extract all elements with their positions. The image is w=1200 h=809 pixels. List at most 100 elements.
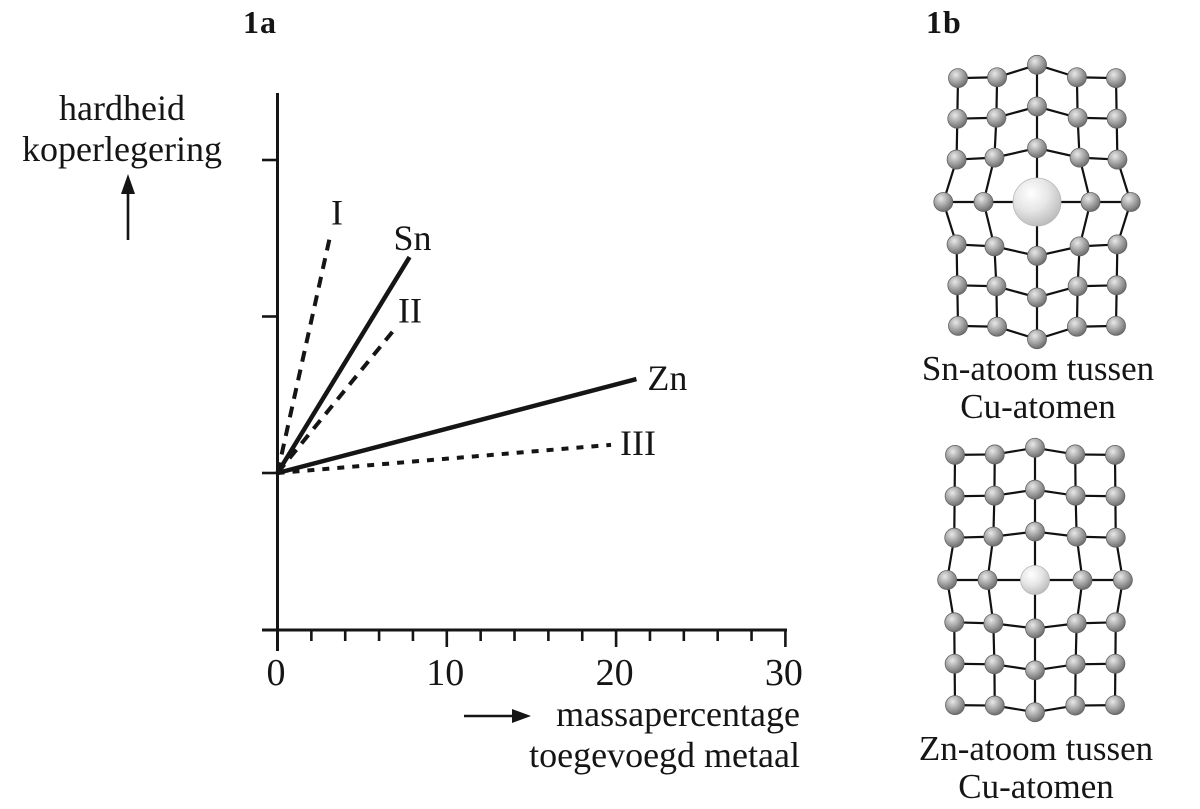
- lattice-sn: [933, 54, 1141, 350]
- x-tick-label: 0: [267, 652, 286, 694]
- cu-atom: [986, 107, 1007, 128]
- x-tick-labels: 0 10 20 30: [267, 652, 803, 694]
- x-tick-label: 30: [765, 652, 803, 694]
- cu-atom: [933, 192, 954, 212]
- cu-atom: [1106, 108, 1127, 129]
- cu-atom: [1067, 276, 1088, 297]
- solute-atom-sn: [1012, 177, 1062, 227]
- cu-atom: [1105, 527, 1126, 548]
- cu-atom: [983, 613, 1004, 634]
- x-axis-arrowhead-icon: [512, 709, 531, 723]
- lattice-zn: [937, 437, 1133, 723]
- series-line-Zn: [276, 376, 637, 476]
- cu-atom: [1025, 618, 1045, 639]
- cu-atom: [1066, 613, 1087, 634]
- series-label-Sn: Sn: [394, 218, 432, 258]
- lattice-caption-sn-line1: Sn-atoom tussen: [921, 349, 1155, 388]
- x-axis-title: massapercentage toegevoegd metaal: [500, 694, 800, 776]
- cu-atom: [984, 485, 1005, 506]
- series-line-I: [275, 236, 332, 474]
- cu-atom: [1067, 316, 1087, 337]
- cu-atom: [987, 316, 1007, 337]
- cu-atom: [944, 612, 965, 633]
- cu-atom: [1025, 479, 1045, 500]
- cu-atom: [1025, 702, 1045, 723]
- series-label-II: II: [398, 290, 422, 330]
- series-label-I: I: [331, 193, 343, 233]
- series-line-II: [275, 326, 398, 475]
- figure-1b-label: 1b: [926, 4, 962, 40]
- y-axis-title-line2: koperlegering: [22, 129, 222, 169]
- y-axis-title: hardheid koperlegering: [0, 88, 244, 170]
- x-axis-title-line1: massapercentage: [556, 694, 800, 734]
- cu-atom: [1105, 653, 1126, 674]
- cu-atom: [1027, 54, 1047, 75]
- cu-atom: [944, 527, 965, 548]
- cu-atom: [1066, 526, 1087, 547]
- series-label-Zn: Zn: [647, 358, 687, 398]
- x-tick-label: 20: [596, 652, 634, 694]
- cu-atom: [947, 108, 968, 129]
- cu-atom: [984, 695, 1005, 716]
- cu-atom: [1106, 275, 1127, 296]
- cu-atom: [1067, 107, 1088, 128]
- cu-atom: [984, 236, 1005, 257]
- cu-atom: [948, 315, 968, 336]
- lattice-caption-zn-line1: Zn-atoom tussen: [918, 729, 1154, 768]
- cu-atom: [1027, 138, 1047, 159]
- cu-atom: [1106, 315, 1126, 336]
- cu-atom: [1025, 437, 1045, 458]
- x-axis-title-line2: toegevoegd metaal: [529, 735, 800, 775]
- cu-atom: [1069, 236, 1090, 257]
- x-tick-label: 10: [426, 652, 464, 694]
- cu-atom: [944, 653, 965, 674]
- cu-atom: [1065, 654, 1086, 675]
- cu-atom: [1105, 444, 1125, 465]
- chart-axes: [262, 93, 787, 651]
- cu-atom: [945, 444, 965, 465]
- cu-atom: [946, 234, 967, 255]
- cu-atom: [1107, 149, 1128, 170]
- lattice-caption-sn: Sn-atoom tussen Cu-atomen: [888, 350, 1188, 426]
- cu-atom: [1080, 192, 1101, 212]
- lattice-caption-zn: Zn-atoom tussen Cu-atomen: [886, 730, 1186, 806]
- cu-atom: [1027, 96, 1047, 117]
- cu-atom: [987, 67, 1007, 88]
- cu-atom: [986, 276, 1007, 297]
- cu-atom: [946, 149, 967, 170]
- axis-arrows: [121, 174, 531, 723]
- cu-atom: [973, 192, 994, 212]
- lattice-caption-zn-line2: Cu-atomen: [958, 767, 1114, 806]
- chart-series: I Sn II Zn III: [275, 193, 687, 476]
- cu-atom: [944, 486, 965, 507]
- cu-atom: [977, 570, 998, 590]
- lattice-caption-sn-line2: Cu-atomen: [960, 387, 1116, 426]
- cu-atom: [1065, 444, 1086, 465]
- cu-atom: [1105, 612, 1126, 633]
- cu-atom: [1065, 695, 1086, 716]
- cu-atom: [1112, 570, 1133, 590]
- axis-ticks: [262, 158, 787, 647]
- series-label-III: III: [620, 423, 656, 463]
- cu-atom: [1105, 695, 1125, 715]
- cu-atom: [1072, 570, 1093, 590]
- cu-atom: [1025, 660, 1045, 681]
- cu-atom: [945, 695, 965, 715]
- cu-atom: [1025, 521, 1045, 542]
- solute-atom-zn: [1020, 565, 1050, 595]
- cu-atom: [947, 275, 968, 296]
- cu-atom: [1069, 147, 1090, 168]
- cu-atom: [1027, 287, 1047, 308]
- lattice-atoms: [933, 54, 1141, 350]
- cu-atom: [1027, 245, 1047, 266]
- lattice-atoms: [937, 437, 1133, 723]
- y-axis-title-line1: hardheid: [59, 88, 185, 128]
- cu-atom: [1120, 192, 1141, 212]
- figure-1a-label: 1a: [243, 4, 277, 40]
- cu-atom: [937, 570, 958, 590]
- series-line-Sn: [275, 255, 412, 475]
- series-line-III: [277, 442, 612, 475]
- cu-atom: [984, 654, 1005, 675]
